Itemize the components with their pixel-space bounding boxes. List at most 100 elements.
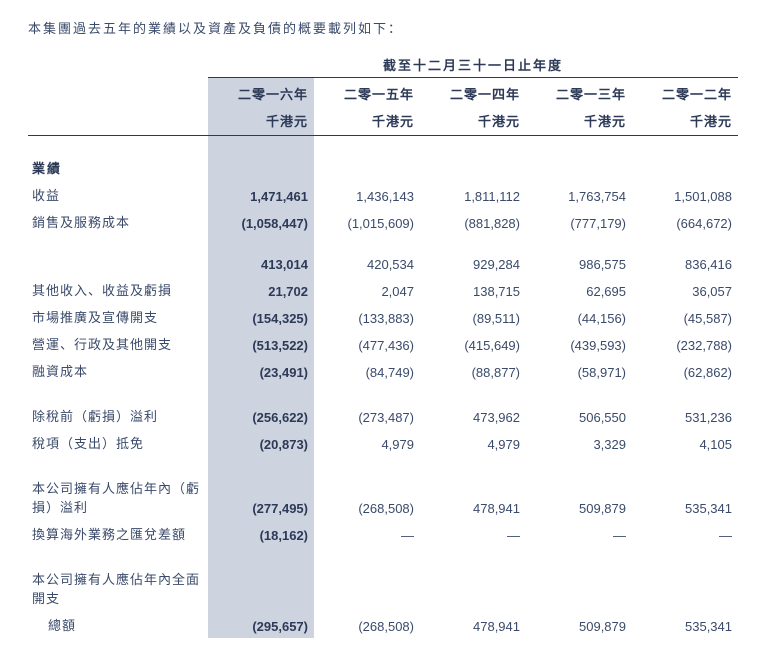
cell-value: (1,015,609) (314, 208, 420, 235)
cell-value: (84,749) (314, 357, 420, 384)
unit-0: 千港元 (208, 107, 314, 136)
cell-value: (268,508) (314, 474, 420, 520)
results-heading: 業績 (28, 154, 208, 181)
cell-value: 4,979 (314, 429, 420, 456)
cell-value: 1,811,112 (420, 181, 526, 208)
cell-value: (45,587) (632, 303, 738, 330)
cell-value: (273,487) (314, 402, 420, 429)
cell-value: (20,873) (208, 429, 314, 456)
cell-value: (513,522) (208, 330, 314, 357)
cell-label: 收益 (28, 181, 208, 208)
cell-value: 478,941 (420, 611, 526, 638)
cell-value: (154,325) (208, 303, 314, 330)
cell-value: 3,329 (526, 429, 632, 456)
cell-value: 506,550 (526, 402, 632, 429)
cell-value: — (632, 520, 738, 547)
cell-value: (18,162) (208, 520, 314, 547)
cell-value: 413,014 (208, 253, 314, 276)
cell-label: 營運、行政及其他開支 (28, 330, 208, 357)
cell-value: 836,416 (632, 253, 738, 276)
cell-value: (62,862) (632, 357, 738, 384)
total-label-line2: 總額 (28, 611, 208, 638)
intro-text: 本集團過去五年的業績以及資產及負債的概要載列如下： (28, 18, 738, 37)
year-2014: 二零一四年 (420, 78, 526, 108)
cell-label: 本公司擁有人應佔年內（虧損）溢利 (28, 474, 208, 520)
cell-value: 4,979 (420, 429, 526, 456)
cell-value: 509,879 (526, 474, 632, 520)
year-2015: 二零一五年 (314, 78, 420, 108)
cell-value: (1,058,447) (208, 208, 314, 235)
cell-value: 1,763,754 (526, 181, 632, 208)
cell-value: 473,962 (420, 402, 526, 429)
cell-value: 21,702 (208, 276, 314, 303)
row-operating-expense: 營運、行政及其他開支 (513,522) (477,436) (415,649)… (28, 330, 738, 357)
row-revenue: 收益 1,471,461 1,436,143 1,811,112 1,763,7… (28, 181, 738, 208)
cell-value: 4,105 (632, 429, 738, 456)
cell-label: 融資成本 (28, 357, 208, 384)
cell-value: (277,495) (208, 474, 314, 520)
cell-label: 除稅前（虧損）溢利 (28, 402, 208, 429)
row-total-values: 總額 (295,657) (268,508) 478,941 509,879 5… (28, 611, 738, 638)
row-exchange-diff: 換算海外業務之匯兌差額 (18,162) — — — — (28, 520, 738, 547)
cell-value: (256,622) (208, 402, 314, 429)
cell-value: (295,657) (208, 611, 314, 638)
cell-value: 1,471,461 (208, 181, 314, 208)
unit-2: 千港元 (420, 107, 526, 136)
row-profit-before-tax: 除稅前（虧損）溢利 (256,622) (273,487) 473,962 50… (28, 402, 738, 429)
unit-4: 千港元 (632, 107, 738, 136)
row-owners-profit: 本公司擁有人應佔年內（虧損）溢利 (277,495) (268,508) 478… (28, 474, 738, 520)
cell-value: (88,877) (420, 357, 526, 384)
year-2012: 二零一二年 (632, 78, 738, 108)
total-label-line1: 本公司擁有人應佔年內全面開支 (28, 565, 208, 611)
cell-value: (232,788) (632, 330, 738, 357)
cell-value: 929,284 (420, 253, 526, 276)
cell-value: (415,649) (420, 330, 526, 357)
row-other-income: 其他收入、收益及虧損 21,702 2,047 138,715 62,695 3… (28, 276, 738, 303)
table-title: 截至十二月三十一日止年度 (208, 51, 738, 78)
cell-label: 銷售及服務成本 (28, 208, 208, 235)
cell-value: 420,534 (314, 253, 420, 276)
header-spacer (28, 51, 208, 78)
cell-value: (268,508) (314, 611, 420, 638)
cell-value: 62,695 (526, 276, 632, 303)
row-cost-of-sales: 銷售及服務成本 (1,058,447) (1,015,609) (881,828… (28, 208, 738, 235)
cell-label (28, 253, 208, 276)
cell-value: (477,436) (314, 330, 420, 357)
year-2013: 二零一三年 (526, 78, 632, 108)
financial-table: 截至十二月三十一日止年度 二零一六年 二零一五年 二零一四年 二零一三年 二零一… (28, 51, 738, 638)
cell-value: — (526, 520, 632, 547)
cell-value: (44,156) (526, 303, 632, 330)
year-2016: 二零一六年 (208, 78, 314, 108)
cell-value: (439,593) (526, 330, 632, 357)
cell-value: (23,491) (208, 357, 314, 384)
cell-label: 其他收入、收益及虧損 (28, 276, 208, 303)
cell-value: — (420, 520, 526, 547)
unit-3: 千港元 (526, 107, 632, 136)
cell-value: 531,236 (632, 402, 738, 429)
cell-value: 1,436,143 (314, 181, 420, 208)
unit-row-spacer (28, 107, 208, 136)
row-total-label: 本公司擁有人應佔年內全面開支 (28, 565, 738, 611)
cell-label: 市場推廣及宣傳開支 (28, 303, 208, 330)
row-gross: 413,014 420,534 929,284 986,575 836,416 (28, 253, 738, 276)
cell-value: 138,715 (420, 276, 526, 303)
cell-value: (777,179) (526, 208, 632, 235)
cell-value: (881,828) (420, 208, 526, 235)
financial-table-container: 截至十二月三十一日止年度 二零一六年 二零一五年 二零一四年 二零一三年 二零一… (28, 51, 738, 638)
cell-value: 986,575 (526, 253, 632, 276)
cell-value: 36,057 (632, 276, 738, 303)
cell-value: — (314, 520, 420, 547)
cell-value: 535,341 (632, 474, 738, 520)
cell-value: 1,501,088 (632, 181, 738, 208)
cell-value: (58,971) (526, 357, 632, 384)
cell-value: 478,941 (420, 474, 526, 520)
cell-value: 509,879 (526, 611, 632, 638)
unit-1: 千港元 (314, 107, 420, 136)
cell-value: (664,672) (632, 208, 738, 235)
cell-label: 稅項（支出）抵免 (28, 429, 208, 456)
row-marketing-expense: 市場推廣及宣傳開支 (154,325) (133,883) (89,511) (… (28, 303, 738, 330)
cell-value: (89,511) (420, 303, 526, 330)
year-row-spacer (28, 78, 208, 108)
row-tax: 稅項（支出）抵免 (20,873) 4,979 4,979 3,329 4,10… (28, 429, 738, 456)
cell-value: 2,047 (314, 276, 420, 303)
